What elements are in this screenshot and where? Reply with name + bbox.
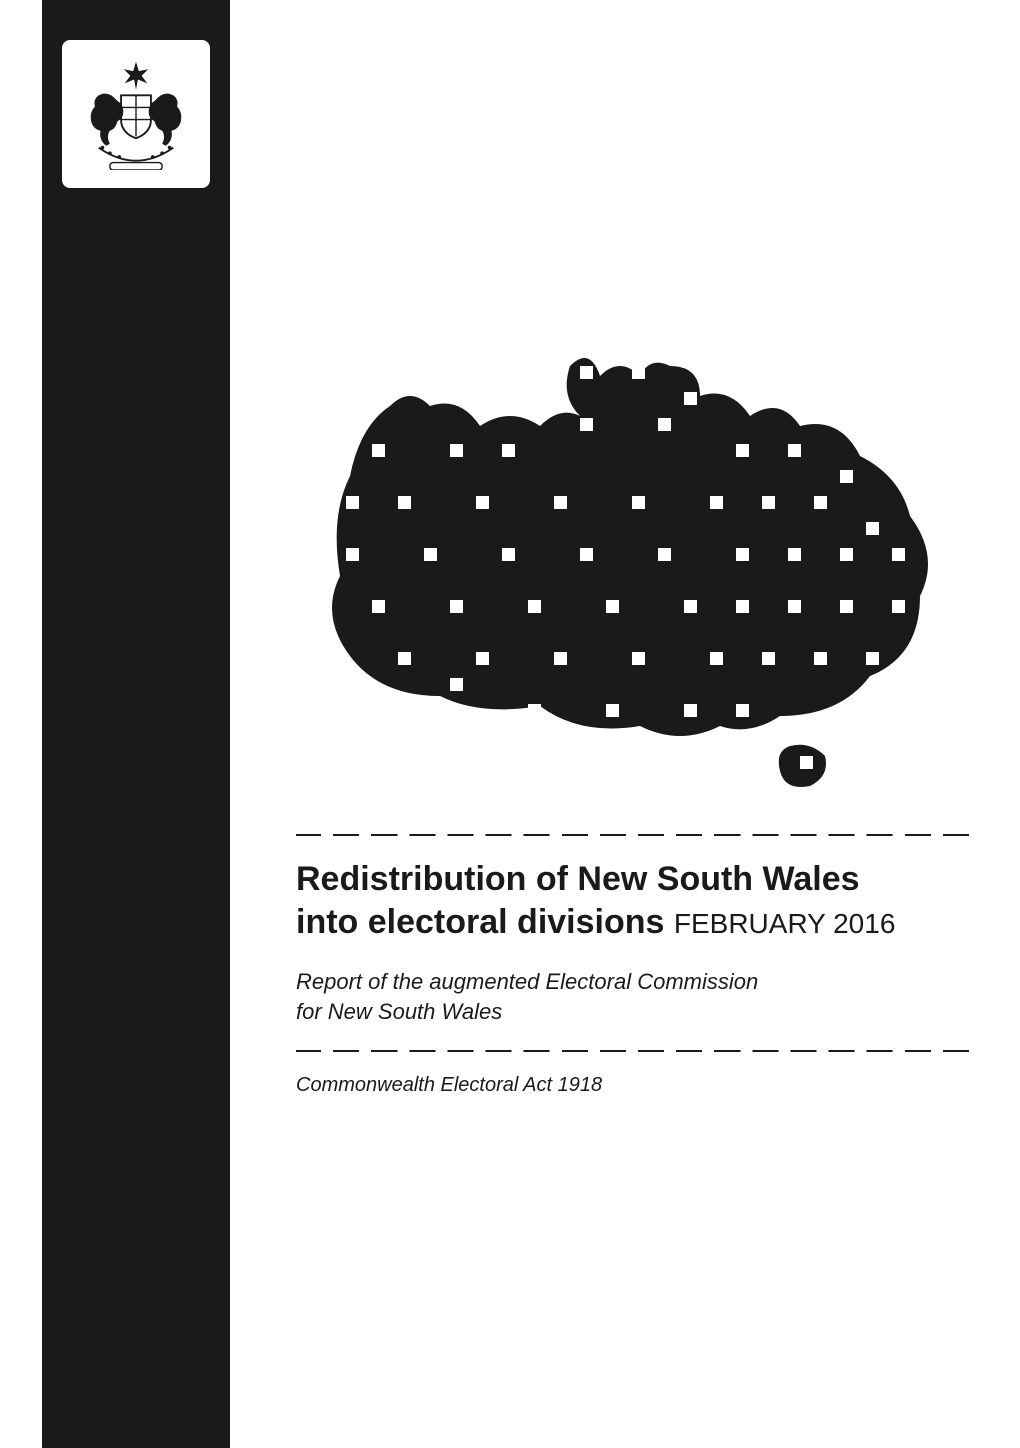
act-reference: Commonwealth Electoral Act 1918 (296, 1074, 980, 1097)
title-content-block: Redistribution of New South Wales into e… (296, 834, 980, 1097)
title-line-2: into electoral divisions (296, 903, 664, 941)
left-sidebar (42, 0, 230, 1448)
divider-bottom (296, 1050, 980, 1052)
australia-map (280, 336, 980, 796)
subtitle-line-2: for New South Wales (296, 999, 502, 1024)
subtitle-line-1: Report of the augmented Electoral Commis… (296, 969, 758, 994)
divider-top (296, 834, 980, 836)
document-subtitle: Report of the augmented Electoral Commis… (296, 967, 980, 1026)
document-title: Redistribution of New South Wales into e… (296, 858, 980, 943)
crest-container (62, 40, 210, 188)
title-date: FEBRUARY 2016 (674, 908, 896, 939)
coat-of-arms-icon (80, 58, 192, 170)
title-line-1: Redistribution of New South Wales (296, 860, 860, 898)
